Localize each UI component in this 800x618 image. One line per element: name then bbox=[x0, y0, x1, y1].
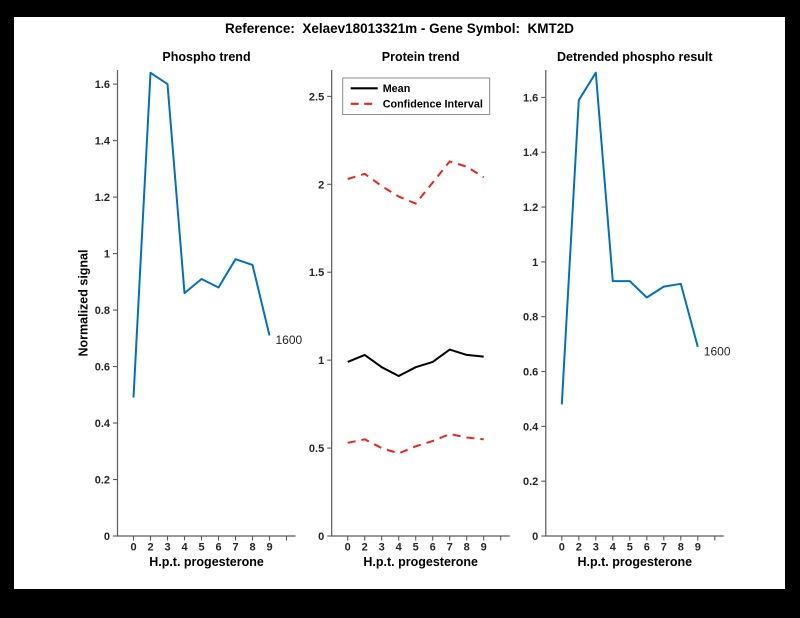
x-tick-label: 5 bbox=[198, 542, 204, 554]
x-tick-label: 0 bbox=[345, 542, 351, 554]
x-tick-label: 3 bbox=[593, 542, 599, 554]
x-tick-label: 5 bbox=[413, 542, 419, 554]
figure-title: Reference: Xelaev18013321m - Gene Symbol… bbox=[225, 21, 574, 36]
y-tick-label: 0 bbox=[532, 531, 538, 543]
x-tick-label: 0 bbox=[130, 542, 136, 554]
x-tick-label: 6 bbox=[644, 542, 650, 554]
x-axis-label: H.p.t. progesterone bbox=[363, 555, 478, 569]
y-tick-label: 1.6 bbox=[523, 92, 538, 104]
chart-detrended-phospho-result: 0 2 3 4 5 6 7 8 900.20.40.60.811.21.41.6Detrende… bbox=[523, 50, 731, 569]
x-tick-label: 8 bbox=[678, 542, 684, 554]
y-tick-label: 1.4 bbox=[523, 147, 539, 159]
chart-title: Phospho trend bbox=[162, 50, 250, 64]
endpoint-annotation: 1600 bbox=[704, 344, 731, 358]
y-tick-label: 0.6 bbox=[95, 362, 110, 374]
chart-phospho-trend: 0 2 3 4 5 6 7 8 900.20.40.60.811.21.41.6Phospho … bbox=[77, 50, 303, 569]
x-tick-label: 5 bbox=[627, 542, 633, 554]
x-tick-label: 7 bbox=[232, 542, 238, 554]
y-axis-label: Normalized signal bbox=[77, 250, 91, 357]
x-tick-label: 0 bbox=[559, 542, 565, 554]
chart-title: Detrended phospho result bbox=[557, 50, 713, 64]
series-mean bbox=[347, 348, 484, 377]
x-tick-label: 8 bbox=[464, 542, 470, 554]
x-axis-label: H.p.t. progesterone bbox=[578, 555, 693, 569]
x-tick-label: 2 bbox=[147, 542, 153, 554]
y-tick-label: 0.4 bbox=[95, 418, 111, 430]
y-tick-label: 0.4 bbox=[523, 421, 539, 433]
axes-lines bbox=[116, 70, 296, 537]
y-tick-label: 0.8 bbox=[95, 305, 110, 317]
x-tick-label: 4 bbox=[181, 542, 188, 554]
y-tick-label: 0.2 bbox=[523, 476, 538, 488]
y-tick-label: 1.2 bbox=[95, 192, 110, 204]
endpoint-annotation: 1600 bbox=[276, 333, 303, 347]
y-tick-label: 1 bbox=[532, 257, 538, 269]
axes-lines bbox=[545, 70, 724, 537]
y-tick-label: 0 bbox=[104, 531, 110, 543]
figure-canvas: Reference: Xelaev18013321m - Gene Symbol… bbox=[14, 17, 785, 589]
y-tick-label: 1.5 bbox=[309, 267, 324, 279]
legend-box bbox=[342, 77, 491, 115]
x-tick-label: 9 bbox=[481, 542, 487, 554]
x-tick-label: 8 bbox=[249, 542, 255, 554]
legend-entry-label: Mean bbox=[383, 83, 411, 95]
x-tick-label: 2 bbox=[362, 542, 368, 554]
x-tick-label: 7 bbox=[447, 542, 453, 554]
legend-entry-label: Confidence Interval bbox=[383, 99, 483, 111]
y-tick-label: 2 bbox=[318, 179, 324, 191]
x-tick-label: 6 bbox=[430, 542, 436, 554]
x-tick-label: 6 bbox=[215, 542, 221, 554]
y-tick-label: 0.8 bbox=[523, 312, 538, 324]
x-tick-label: 2 bbox=[576, 542, 582, 554]
x-tick-label: 7 bbox=[661, 542, 667, 554]
series-detrended-phospho-signal bbox=[560, 71, 699, 405]
y-tick-label: 1.2 bbox=[523, 202, 538, 214]
charts-svg: 0 2 3 4 5 6 7 8 900.20.40.60.811.21.41.6Phospho … bbox=[77, 50, 731, 569]
x-tick-label: 9 bbox=[266, 542, 272, 554]
y-tick-label: 1.4 bbox=[95, 136, 111, 148]
y-tick-label: 0.2 bbox=[95, 475, 110, 487]
y-tick-label: 0.5 bbox=[309, 443, 324, 455]
x-tick-label: 3 bbox=[164, 542, 170, 554]
series-confidence-interval-lower bbox=[347, 433, 484, 455]
x-tick-label: 9 bbox=[695, 542, 701, 554]
axes-lines bbox=[331, 70, 510, 537]
series-phospho-signal bbox=[132, 71, 271, 398]
y-tick-label: 1.6 bbox=[95, 79, 110, 91]
x-tick-label: 4 bbox=[396, 542, 403, 554]
x-tick-label: 4 bbox=[610, 542, 617, 554]
legend: Mean Confidence Interval bbox=[342, 77, 491, 115]
chart-title: Protein trend bbox=[382, 50, 460, 64]
y-tick-label: 2.5 bbox=[309, 91, 324, 103]
y-tick-label: 0 bbox=[318, 531, 324, 543]
y-tick-label: 0.6 bbox=[523, 367, 538, 379]
x-tick-label: 3 bbox=[379, 542, 385, 554]
y-tick-label: 1 bbox=[104, 249, 110, 261]
series-confidence-interval-upper bbox=[347, 160, 485, 205]
x-axis-label: H.p.t. progesterone bbox=[149, 555, 264, 569]
y-tick-label: 1 bbox=[318, 355, 324, 367]
